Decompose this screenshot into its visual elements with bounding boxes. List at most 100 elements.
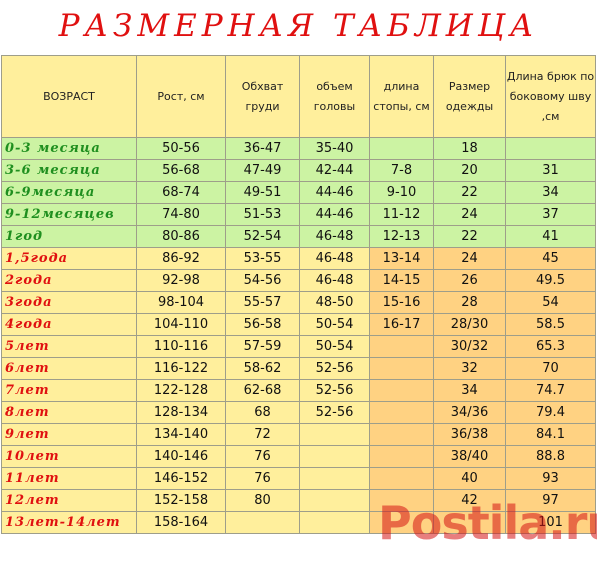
value-cell: 36-47 — [225, 137, 300, 160]
value-cell: 50-54 — [299, 313, 370, 336]
value-cell: 58-62 — [225, 357, 300, 380]
value-cell: 20 — [433, 159, 506, 182]
value-cell: 86-92 — [136, 247, 226, 270]
value-cell: 68-74 — [136, 181, 226, 204]
value-cell: 26 — [433, 269, 506, 292]
value-cell: 24 — [433, 247, 506, 270]
header-row: ВОЗРАСТ Рост, см Обхват груди объем головы д… — [1, 55, 596, 138]
value-cell: 92-98 — [136, 269, 226, 292]
value-cell: 46-48 — [299, 247, 370, 270]
table-row: 0-3 месяца 50-56 36-47 35-40 18 — [1, 137, 596, 160]
value-cell: 57-59 — [225, 335, 300, 358]
value-cell: 76 — [225, 445, 300, 468]
header-clothing-size: Размер одежды — [433, 55, 506, 138]
value-cell — [369, 137, 434, 160]
value-cell: 62-68 — [225, 379, 300, 402]
table-row: 6лет 116-122 58-62 52-56 32 70 — [1, 357, 596, 380]
value-cell: 35-40 — [299, 137, 370, 160]
table-row: 3-6 месяца 56-68 47-49 42-44 7-8 20 31 — [1, 159, 596, 182]
table-row: 12лет 152-158 80 42 97 — [1, 489, 596, 512]
age-cell: 9-12месяцев — [1, 203, 137, 226]
value-cell: 52-56 — [299, 401, 370, 424]
age-cell: 0-3 месяца — [1, 137, 137, 160]
value-cell: 58.5 — [505, 313, 596, 336]
value-cell — [225, 511, 300, 534]
value-cell: 98-104 — [136, 291, 226, 314]
value-cell — [369, 489, 434, 512]
table-row: 1год 80-86 52-54 46-48 12-13 22 41 — [1, 225, 596, 248]
header-foot: длина стопы, см — [369, 55, 434, 138]
value-cell: 28 — [433, 291, 506, 314]
value-cell: 24 — [433, 203, 506, 226]
value-cell — [433, 511, 506, 534]
age-cell: 2года — [1, 269, 137, 292]
value-cell: 54-56 — [225, 269, 300, 292]
value-cell — [299, 423, 370, 446]
table-row: 9-12месяцев 74-80 51-53 44-46 11-12 24 37 — [1, 203, 596, 226]
value-cell: 34/36 — [433, 401, 506, 424]
value-cell: 84.1 — [505, 423, 596, 446]
value-cell: 134-140 — [136, 423, 226, 446]
table-row: 4года 104-110 56-58 50-54 16-17 28/30 58.5 — [1, 313, 596, 336]
value-cell: 50-56 — [136, 137, 226, 160]
table-row: 11лет 146-152 76 40 93 — [1, 467, 596, 490]
age-cell: 8лет — [1, 401, 137, 424]
value-cell — [299, 445, 370, 468]
value-cell: 15-16 — [369, 291, 434, 314]
value-cell: 88.8 — [505, 445, 596, 468]
value-cell — [369, 445, 434, 468]
value-cell — [299, 467, 370, 490]
header-age: ВОЗРАСТ — [1, 55, 137, 138]
value-cell: 101 — [505, 511, 596, 534]
header-height: Рост, см — [136, 55, 226, 138]
value-cell: 55-57 — [225, 291, 300, 314]
value-cell: 97 — [505, 489, 596, 512]
value-cell: 52-56 — [299, 357, 370, 380]
age-cell: 5лет — [1, 335, 137, 358]
page-title: РАЗМЕРНАЯ ТАБЛИЦА — [58, 8, 539, 44]
value-cell: 70 — [505, 357, 596, 380]
value-cell: 41 — [505, 225, 596, 248]
value-cell: 38/40 — [433, 445, 506, 468]
age-cell: 6лет — [1, 357, 137, 380]
value-cell: 22 — [433, 181, 506, 204]
value-cell: 80 — [225, 489, 300, 512]
age-cell: 7лет — [1, 379, 137, 402]
value-cell: 7-8 — [369, 159, 434, 182]
value-cell: 116-122 — [136, 357, 226, 380]
value-cell: 51-53 — [225, 203, 300, 226]
table-row: 2года 92-98 54-56 46-48 14-15 26 49.5 — [1, 269, 596, 292]
value-cell: 122-128 — [136, 379, 226, 402]
value-cell: 46-48 — [299, 225, 370, 248]
value-cell: 31 — [505, 159, 596, 182]
value-cell: 47-49 — [225, 159, 300, 182]
value-cell: 45 — [505, 247, 596, 270]
value-cell — [369, 335, 434, 358]
value-cell: 18 — [433, 137, 506, 160]
value-cell: 36/38 — [433, 423, 506, 446]
value-cell — [369, 423, 434, 446]
value-cell: 13-14 — [369, 247, 434, 270]
value-cell: 48-50 — [299, 291, 370, 314]
value-cell: 44-46 — [299, 181, 370, 204]
value-cell: 12-13 — [369, 225, 434, 248]
age-cell: 6-9месяца — [1, 181, 137, 204]
value-cell: 42-44 — [299, 159, 370, 182]
value-cell: 14-15 — [369, 269, 434, 292]
table-row: 13лет-14лет 158-164 101 — [1, 511, 596, 534]
value-cell: 50-54 — [299, 335, 370, 358]
value-cell: 76 — [225, 467, 300, 490]
table-row: 8лет 128-134 68 52-56 34/36 79.4 — [1, 401, 596, 424]
value-cell: 46-48 — [299, 269, 370, 292]
age-cell: 4года — [1, 313, 137, 336]
value-cell: 74.7 — [505, 379, 596, 402]
age-cell: 3-6 месяца — [1, 159, 137, 182]
age-cell: 1год — [1, 225, 137, 248]
value-cell: 56-58 — [225, 313, 300, 336]
value-cell: 128-134 — [136, 401, 226, 424]
value-cell — [369, 467, 434, 490]
header-head: объем головы — [299, 55, 370, 138]
value-cell — [299, 489, 370, 512]
value-cell: 79.4 — [505, 401, 596, 424]
value-cell — [369, 379, 434, 402]
